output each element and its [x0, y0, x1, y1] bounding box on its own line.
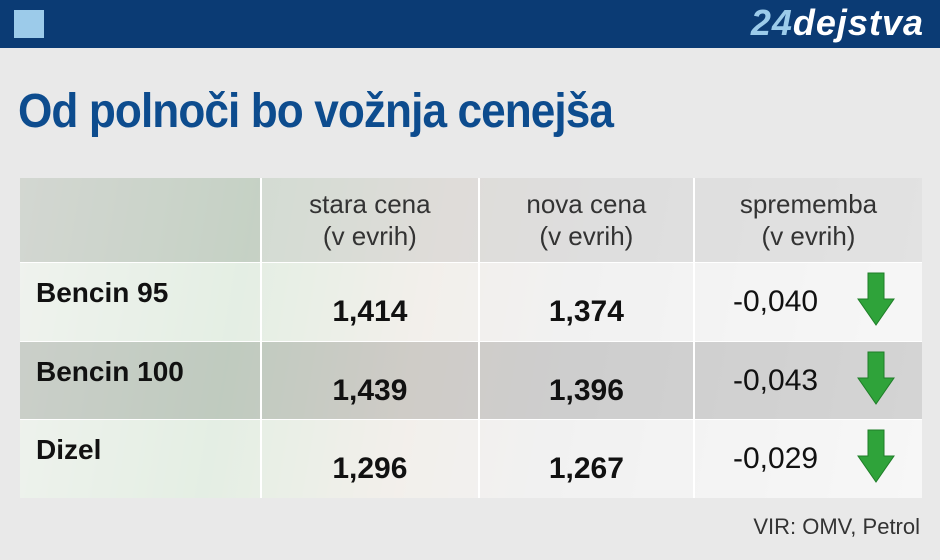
table-body: Bencin 95 1,414 1,374 -0,040 Bencin 100 1,439…: [20, 262, 922, 498]
down-arrow: [857, 429, 895, 484]
down-arrow: [857, 351, 895, 405]
header-cell: nova cena (v evrih): [478, 178, 696, 263]
price-cell: -0,043: [694, 340, 922, 420]
top-bar: 24dejstva: [0, 0, 940, 48]
cell-text: -0,029: [733, 442, 819, 476]
cell-text: Bencin 95: [36, 277, 169, 308]
cell-text: -0,040: [733, 284, 819, 318]
header-text: stara cena: [309, 188, 431, 219]
cell-text: Dizel: [36, 434, 102, 466]
price-cell: -0,029: [694, 419, 922, 498]
logo: 24dejstva: [751, 2, 924, 44]
table-row: Bencin 95 1,414 1,374 -0,040: [20, 262, 922, 342]
header-cell: [20, 178, 262, 263]
price-cell: 1,414: [261, 262, 480, 342]
fuel-name: Bencin 100: [20, 340, 262, 420]
price-cell: 1,296: [261, 419, 480, 498]
header-text: nova cena: [526, 188, 647, 219]
price-cell: 1,439: [261, 340, 480, 420]
price-cell: 1,267: [478, 419, 696, 498]
cell-text: 1,374: [548, 294, 624, 328]
down-arrow: [857, 272, 895, 326]
fuel-name: Dizel: [20, 419, 262, 498]
header-text: (v evrih): [539, 221, 634, 251]
price-cell: 1,374: [478, 262, 696, 342]
cell-text: 1,396: [548, 373, 624, 407]
logo-word: dejstva: [792, 2, 924, 43]
table: stara cena (v evrih) nova cena (v evrih) spr…: [20, 178, 922, 498]
price-table: stara cena (v evrih) nova cena (v evrih) spr…: [20, 178, 922, 498]
cell-text: 1,296: [332, 452, 408, 486]
price-cell: 1,396: [478, 340, 696, 420]
table-row: Dizel 1,296 1,267 -0,029: [20, 419, 922, 498]
cell-text: -0,043: [733, 363, 819, 397]
logo-number: 24: [750, 2, 793, 43]
cell-text: 1,439: [332, 373, 408, 407]
cell-text: 1,267: [548, 452, 624, 486]
header-text: (v evrih): [322, 221, 417, 251]
header-cell: stara cena (v evrih): [261, 178, 480, 263]
cell-text: Bencin 100: [36, 355, 184, 387]
logo-square: [14, 10, 44, 38]
fuel-name: Bencin 95: [20, 262, 262, 342]
title: Od polnoči bo vožnja cenejša: [18, 85, 614, 138]
header-text: (v evrih): [761, 221, 856, 251]
cell-text: 1,414: [332, 294, 408, 328]
header-row: stara cena (v evrih) nova cena (v evrih) spr…: [20, 178, 922, 263]
source: VIR: OMV, Petrol: [753, 514, 920, 539]
header-text: sprememba: [739, 188, 878, 219]
table-row: Bencin 100 1,439 1,396 -0,043: [20, 340, 922, 420]
header-cell: sprememba (v evrih): [694, 178, 922, 263]
price-cell: -0,040: [694, 262, 922, 342]
